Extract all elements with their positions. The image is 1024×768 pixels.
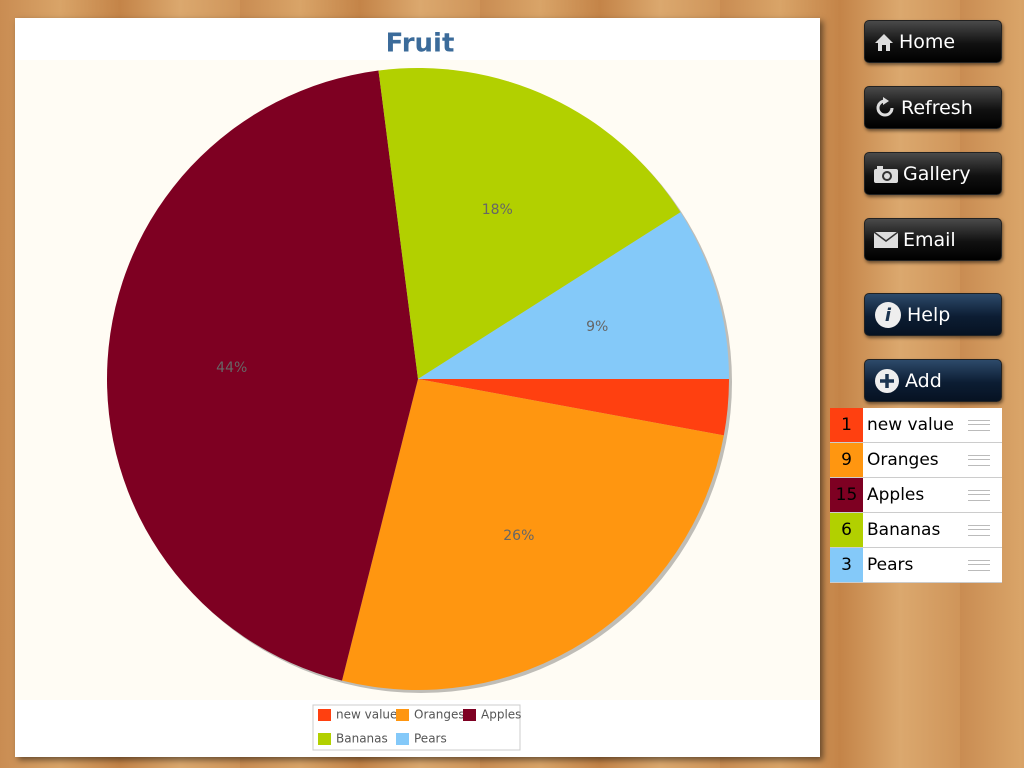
list-row[interactable]: 1 new value xyxy=(830,408,1002,443)
row-count: 15 xyxy=(830,478,863,512)
button[interactable]: Gallery xyxy=(864,152,1002,195)
button-icon xyxy=(875,33,893,51)
legend-label: new value xyxy=(336,708,397,722)
row-name[interactable]: Pears xyxy=(867,555,914,575)
button-icon xyxy=(873,230,899,248)
button-label: Refresh xyxy=(901,96,973,119)
legend-label: Apples xyxy=(481,708,521,722)
button-label: Help xyxy=(907,303,951,326)
row-name[interactable]: new value xyxy=(867,415,954,435)
button[interactable]: Home xyxy=(864,20,1002,63)
row-name[interactable]: Oranges xyxy=(867,450,939,470)
pie-slice xyxy=(342,379,724,690)
legend-swatch xyxy=(318,733,331,745)
drag-handle[interactable] xyxy=(968,419,990,431)
legend-label: Bananas xyxy=(336,732,388,746)
slice-label: 18% xyxy=(482,202,513,218)
button[interactable]: Email xyxy=(864,218,1002,261)
button-icon xyxy=(876,96,894,116)
legend-box xyxy=(312,704,521,751)
legend-swatch xyxy=(463,709,476,721)
slice-label: 9% xyxy=(586,319,608,335)
pie-slice xyxy=(418,379,729,436)
svg-text:i: i xyxy=(885,305,892,326)
button-label: Email xyxy=(903,228,956,251)
drag-handle[interactable] xyxy=(968,524,990,536)
list-row[interactable]: 3 Pears xyxy=(830,548,1002,583)
row-name[interactable]: Bananas xyxy=(867,520,941,540)
drag-handle[interactable] xyxy=(968,559,990,571)
drag-handle[interactable] xyxy=(968,489,990,501)
pie-slice xyxy=(418,212,729,379)
row-count: 3 xyxy=(830,548,863,582)
legend-swatch xyxy=(318,709,331,721)
slice-label: 44% xyxy=(216,360,247,376)
chart-panel: Fruit 26% 44% 18% 9% new value Oranges Apples… xyxy=(15,18,820,757)
button-icon xyxy=(875,368,899,393)
row-count: 1 xyxy=(830,408,863,442)
pie-slice xyxy=(107,70,418,681)
legend-label: Pears xyxy=(414,732,447,746)
button[interactable]: Refresh xyxy=(864,86,1002,129)
pie-slice xyxy=(378,68,681,379)
button-label: Home xyxy=(899,30,956,53)
list-row[interactable]: 9 Oranges xyxy=(830,443,1002,478)
drag-handle[interactable] xyxy=(968,454,990,466)
slice-label: 26% xyxy=(503,528,534,544)
button[interactable]: i Help xyxy=(864,293,1002,336)
chart-title: Fruit xyxy=(386,29,455,59)
legend-label: Oranges xyxy=(414,708,465,722)
row-count: 6 xyxy=(830,513,863,547)
list-row[interactable]: 15 Apples xyxy=(830,478,1002,513)
button-icon: i xyxy=(875,301,901,328)
list-row[interactable]: 6 Bananas xyxy=(830,513,1002,548)
legend-swatch xyxy=(396,709,409,721)
row-name[interactable]: Apples xyxy=(867,485,925,505)
button-label: Add xyxy=(905,369,942,392)
button-label: Gallery xyxy=(903,162,971,185)
button[interactable]: Add xyxy=(864,359,1002,402)
button-icon xyxy=(874,165,898,183)
legend-swatch xyxy=(396,733,409,745)
row-count: 9 xyxy=(830,443,863,477)
